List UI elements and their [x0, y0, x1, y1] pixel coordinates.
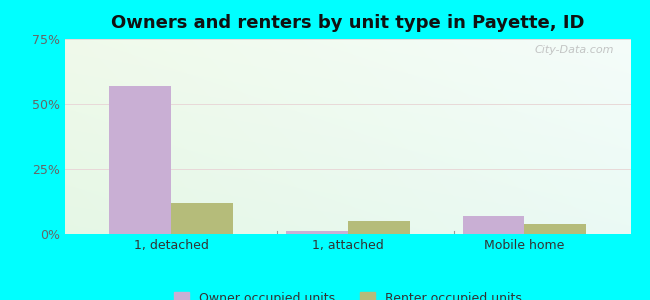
Bar	[286, 231, 348, 234]
Bar	[109, 86, 171, 234]
Bar	[463, 216, 525, 234]
Bar	[171, 203, 233, 234]
Title: Owners and renters by unit type in Payette, ID: Owners and renters by unit type in Payet…	[111, 14, 584, 32]
Bar	[525, 224, 586, 234]
Text: City-Data.com: City-Data.com	[534, 45, 614, 55]
Legend: Owner occupied units, Renter occupied units: Owner occupied units, Renter occupied un…	[169, 287, 526, 300]
Bar	[348, 221, 410, 234]
